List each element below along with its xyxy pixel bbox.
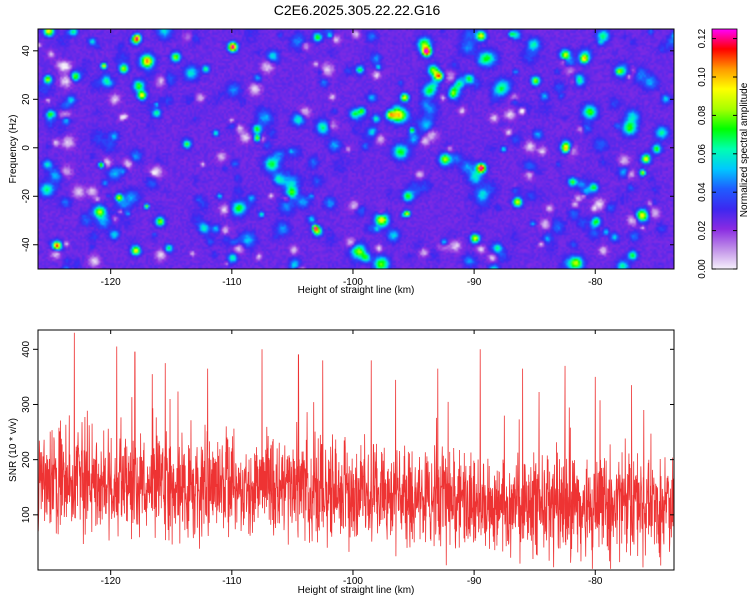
snr-x-tick-label: -80 (588, 576, 603, 587)
snr-series-line (38, 332, 674, 569)
heatmap-x-tick-label: -90 (467, 277, 482, 288)
snr-x-tick-label: -110 (222, 576, 242, 587)
heatmap-y-tick-label: -20 (21, 189, 32, 204)
heatmap-frame (37, 28, 675, 270)
colorbar-tick-label: 0.00 (697, 259, 708, 279)
colorbar-tick-label: 0.02 (697, 220, 708, 240)
heatmap-x-tick-label: -120 (101, 277, 121, 288)
spectrogram-panel: -120 -110 -100 -90 -80 -40 -20 0 20 40 Height of… (8, 28, 675, 296)
heatmap-x-label: Height of straight line (km) (298, 285, 415, 296)
snr-panel: -120 -110 -100 -90 -80 100 200 300 400 Height o… (8, 329, 675, 596)
heatmap-y-tick-label: -40 (21, 237, 32, 252)
heatmap-y-tick-label: 0 (21, 145, 32, 151)
snr-y-axis: 100 200 300 400 (21, 341, 674, 523)
snr-x-tick-label: -100 (343, 576, 363, 587)
snr-y-tick-label: 400 (21, 341, 32, 358)
heatmap-x-tick-label: -80 (588, 277, 603, 288)
chart-title: C2E6.2025.305.22.22.G16 (273, 2, 441, 18)
snr-x-tick-label: -120 (101, 576, 121, 587)
snr-frame (37, 329, 675, 571)
snr-y-tick-label: 200 (21, 451, 32, 468)
colorbar-gradient (712, 29, 737, 269)
heatmap-y-axis: -40 -20 0 20 40 (21, 45, 674, 252)
heatmap-image (38, 29, 674, 269)
heatmap-x-tick-label: -110 (222, 277, 242, 288)
heatmap-x-axis: -120 -110 -100 -90 -80 (101, 29, 603, 288)
heatmap-x-tick-label: -100 (343, 277, 363, 288)
colorbar-ticks: 0.00 0.02 0.04 0.06 0.08 0.10 0.12 (697, 28, 737, 279)
colorbar: 0.00 0.02 0.04 0.06 0.08 0.10 0.12 Normalized … (697, 28, 750, 278)
colorbar-label: Normalized spectral amplitude (739, 82, 750, 217)
snr-y-tick-label: 100 (21, 506, 32, 523)
snr-x-label: Height of straight line (km) (298, 585, 415, 596)
colorbar-frame (711, 28, 738, 270)
heatmap-y-label: Frequency (Hz) (8, 115, 19, 184)
colorbar-tick-label: 0.08 (697, 105, 708, 125)
heatmap-y-tick-label: 40 (21, 45, 32, 57)
snr-y-tick-label: 300 (21, 396, 32, 413)
colorbar-tick-label: 0.12 (697, 28, 708, 48)
snr-y-label: SNR (10 * v/v) (8, 418, 19, 482)
colorbar-tick-label: 0.04 (697, 182, 708, 202)
snr-x-axis: -120 -110 -100 -90 -80 (101, 330, 603, 587)
colorbar-tick-label: 0.10 (697, 67, 708, 87)
colorbar-tick-label: 0.06 (697, 144, 708, 164)
heatmap-y-tick-label: 20 (21, 93, 32, 105)
snr-x-tick-label: -90 (467, 576, 482, 587)
